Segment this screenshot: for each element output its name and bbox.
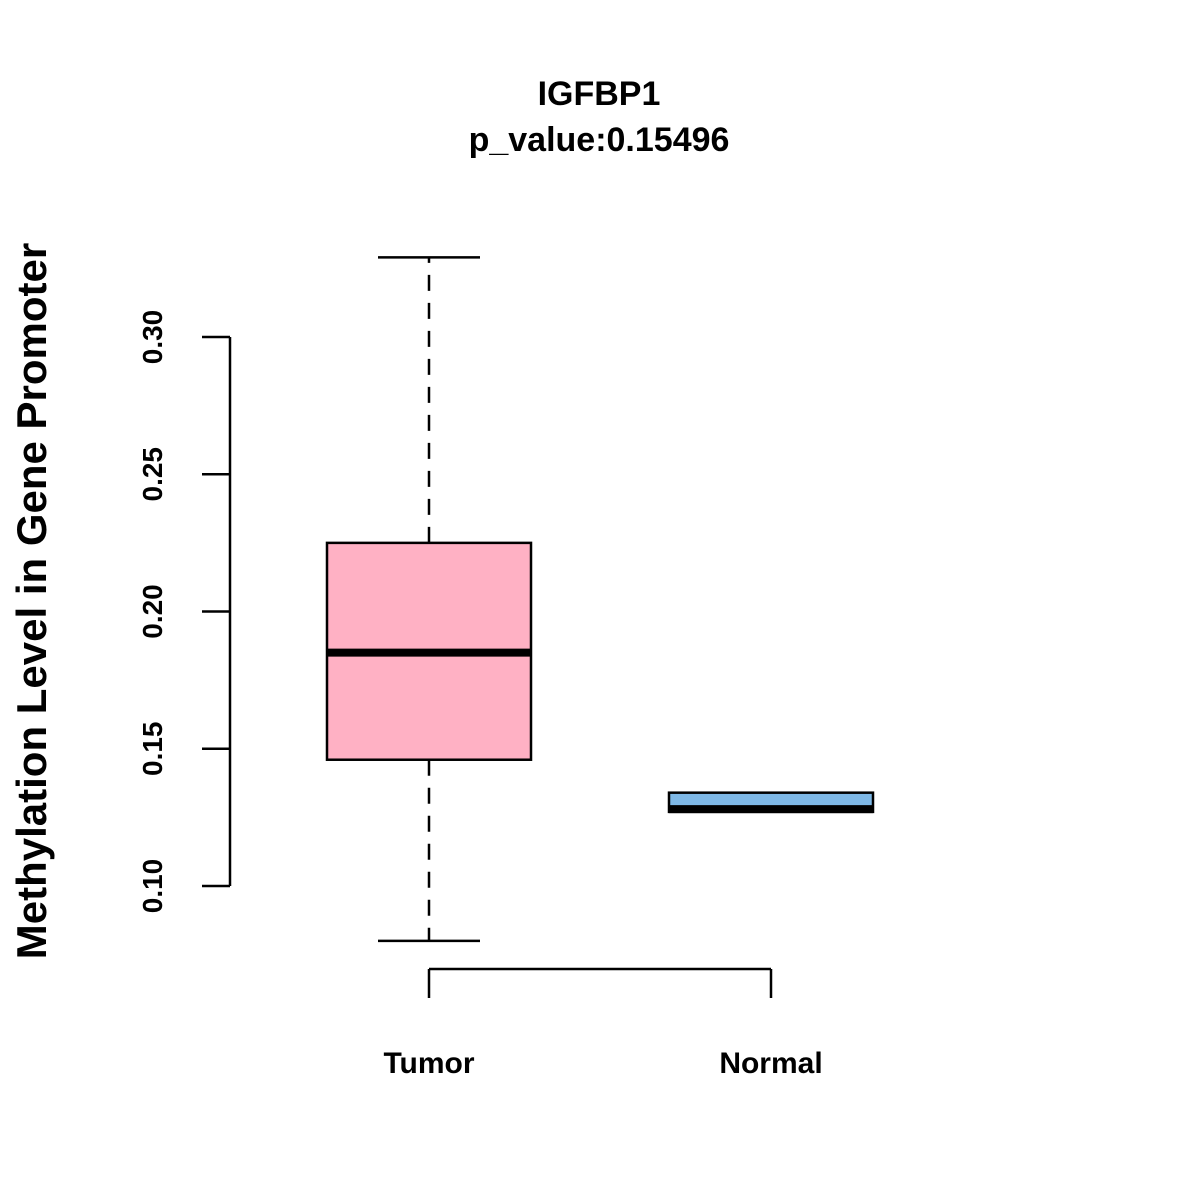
x-axis: Tumor Normal: [383, 967, 823, 1080]
box-normal: [667, 791, 875, 814]
box-tumor: [325, 256, 533, 943]
y-axis-label: Methylation Level in Gene Promoter: [8, 243, 55, 959]
y-tick-label: 0.25: [137, 447, 168, 502]
chart-title: IGFBP1: [538, 75, 661, 113]
x-tick-label-normal: Normal: [719, 1047, 822, 1080]
boxes: [325, 256, 875, 943]
y-axis: 0.10 0.15 0.20 0.25 0.30: [137, 310, 232, 914]
x-tick-label-tumor: Tumor: [383, 1047, 474, 1080]
y-tick-label: 0.20: [137, 584, 168, 639]
chart-subtitle: p_value:0.15496: [469, 121, 730, 159]
y-tick-label: 0.15: [137, 722, 168, 777]
y-tick-label: 0.10: [137, 859, 168, 914]
y-tick-label: 0.30: [137, 310, 168, 365]
